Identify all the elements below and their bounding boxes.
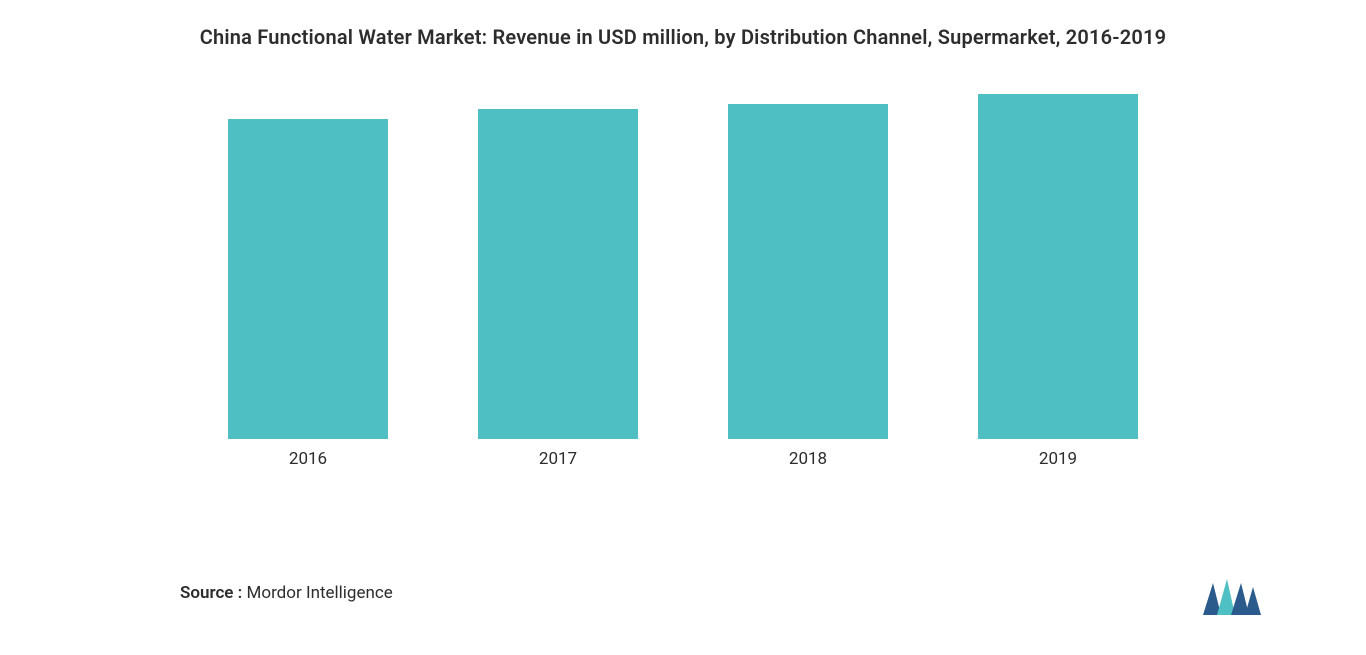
bar-2019 [978, 94, 1138, 439]
bar-slot [433, 109, 683, 439]
bar-slot [683, 104, 933, 439]
logo-stroke-1 [1203, 583, 1221, 615]
bars-row [183, 89, 1183, 439]
x-label: 2017 [433, 449, 683, 469]
source-footer: Source : Mordor Intelligence [180, 583, 393, 603]
mordor-logo-icon [1203, 575, 1261, 615]
x-label: 2019 [933, 449, 1183, 469]
source-label: Source : [180, 583, 242, 603]
bar-slot [933, 94, 1183, 439]
x-label: 2016 [183, 449, 433, 469]
bar-slot [183, 119, 433, 439]
bar-2016 [228, 119, 388, 439]
chart-container: China Functional Water Market: Revenue i… [0, 0, 1366, 655]
chart-title: China Functional Water Market: Revenue i… [60, 20, 1306, 49]
bar-2018 [728, 104, 888, 439]
x-label: 2018 [683, 449, 933, 469]
logo-stroke-3 [1231, 583, 1249, 615]
bar-2017 [478, 109, 638, 439]
plot-area: 2016 2017 2018 2019 [183, 89, 1183, 469]
logo-stroke-2 [1217, 579, 1235, 615]
logo-stroke-4 [1245, 587, 1261, 615]
source-name: Mordor Intelligence [242, 583, 392, 603]
x-axis-labels: 2016 2017 2018 2019 [183, 449, 1183, 469]
